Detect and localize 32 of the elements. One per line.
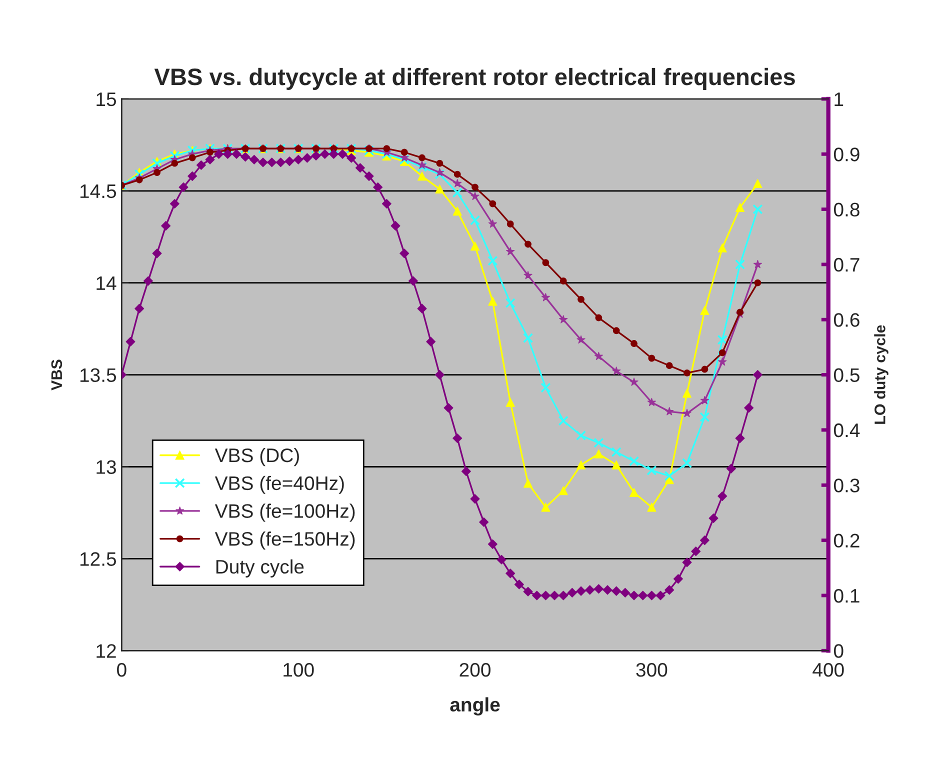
y2-tick-label: 0.6 <box>834 313 860 327</box>
legend-label: VBS (DC) <box>214 448 299 466</box>
y-axis-title: VBS <box>51 360 62 390</box>
y2-tick-label: 0.1 <box>834 588 860 603</box>
y2-tick-label: 0.7 <box>834 258 860 272</box>
legend-label: VBS (fe=150Hz) <box>214 532 355 550</box>
x-axis-title: angle <box>450 697 500 716</box>
y-tick-label: 12.5 <box>80 552 116 566</box>
legend-label: VBS (fe=100Hz) <box>214 504 355 522</box>
y-tick-label: 14 <box>96 276 116 290</box>
x-tick-label: 200 <box>460 662 490 677</box>
y2-tick-label: 0.4 <box>834 423 860 438</box>
y2-tick-label: 0.9 <box>834 148 860 162</box>
y2-tick-label: 0.8 <box>834 202 860 217</box>
y2-tick-label: 1 <box>834 92 844 106</box>
legend-label: VBS (fe=40Hz) <box>214 476 344 494</box>
y-tick-label: 13.5 <box>80 368 116 382</box>
x-tick-label: 0 <box>117 662 126 677</box>
y-tick-label: 14.5 <box>80 184 116 198</box>
y2-tick-label: 0.5 <box>834 368 860 382</box>
y2-tick-label: 0.3 <box>834 478 860 492</box>
y-tick-label: 13 <box>96 460 116 474</box>
y-tick-label: 15 <box>96 92 116 106</box>
x-tick-label: 100 <box>284 662 314 677</box>
legend-label: Duty cycle <box>216 559 304 578</box>
y-tick-label: 12 <box>96 644 116 658</box>
y2-axis-title: LO duty cycle <box>874 325 888 424</box>
x-tick-label: 300 <box>636 662 668 677</box>
y2-tick-label: 0 <box>834 644 844 658</box>
y2-tick-label: 0.2 <box>834 534 860 548</box>
chart-title: VBS vs. dutycycle at different rotor electrical frequencies <box>154 68 795 90</box>
x-tick-label: 400 <box>812 662 844 677</box>
